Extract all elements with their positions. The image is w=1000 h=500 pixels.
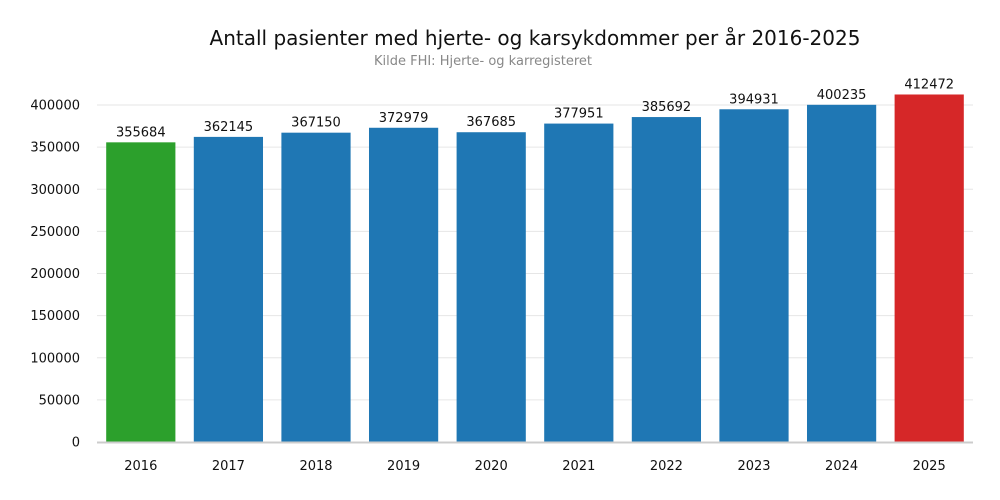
data-label-2018: 367150 bbox=[291, 116, 341, 131]
y-axis-ticks: 0 50000 100000 150000 200000 250000 300000 3500… bbox=[30, 99, 80, 451]
x-tick-label: 2016 bbox=[124, 459, 157, 474]
bar-2024 bbox=[806, 104, 877, 443]
bar-2016 bbox=[106, 142, 176, 442]
y-tick-label: 350000 bbox=[30, 141, 80, 156]
bar-2020 bbox=[456, 132, 526, 442]
data-label-2021: 377951 bbox=[554, 107, 604, 122]
x-tick-label: 2025 bbox=[913, 459, 946, 474]
y-tick-label: 200000 bbox=[30, 267, 80, 282]
data-labels: 355684 362145 367150 372979 367685 377951 3856… bbox=[116, 77, 954, 140]
y-tick-label: 50000 bbox=[39, 393, 80, 408]
bar-2019 bbox=[368, 127, 439, 442]
data-label-2024: 400235 bbox=[817, 88, 867, 103]
y-tick-label: 0 bbox=[72, 436, 80, 451]
y-tick-label: 300000 bbox=[30, 183, 80, 198]
data-label-2025: 412472 bbox=[904, 77, 954, 92]
x-tick-label: 2024 bbox=[825, 459, 858, 474]
y-tick-label: 400000 bbox=[30, 99, 80, 114]
x-tick-label: 2023 bbox=[737, 459, 770, 474]
bars bbox=[106, 94, 964, 443]
bar-2017 bbox=[193, 136, 264, 443]
x-tick-label: 2022 bbox=[650, 459, 683, 474]
x-tick-label: 2020 bbox=[475, 459, 508, 474]
x-tick-label: 2017 bbox=[212, 459, 245, 474]
chart-subtitle: Kilde FHI: Hjerte- og karregisteret bbox=[373, 54, 593, 69]
y-tick-label: 150000 bbox=[30, 309, 80, 324]
data-label-2020: 367685 bbox=[466, 115, 516, 130]
data-label-2019: 372979 bbox=[379, 111, 429, 126]
x-tick-label: 2018 bbox=[299, 459, 332, 474]
chart-title: Antall pasienter med hjerte- og karsykdo… bbox=[209, 26, 861, 50]
y-tick-label: 250000 bbox=[30, 225, 80, 240]
bar-2021 bbox=[544, 123, 614, 442]
bar-2025 bbox=[894, 94, 964, 442]
x-axis-ticks: 2016 2017 2018 2019 2020 2021 2022 2023 2024 2025 bbox=[124, 459, 945, 474]
data-label-2017: 362145 bbox=[204, 120, 254, 135]
data-label-2023: 394931 bbox=[729, 92, 779, 107]
bar-2022 bbox=[631, 117, 702, 442]
bar-2023 bbox=[719, 109, 789, 442]
data-label-2016: 355684 bbox=[116, 125, 166, 140]
x-tick-label: 2019 bbox=[387, 459, 420, 474]
bar-2018 bbox=[281, 132, 351, 442]
data-label-2022: 385692 bbox=[642, 100, 692, 115]
y-tick-label: 100000 bbox=[30, 351, 80, 366]
x-tick-label: 2021 bbox=[562, 459, 595, 474]
